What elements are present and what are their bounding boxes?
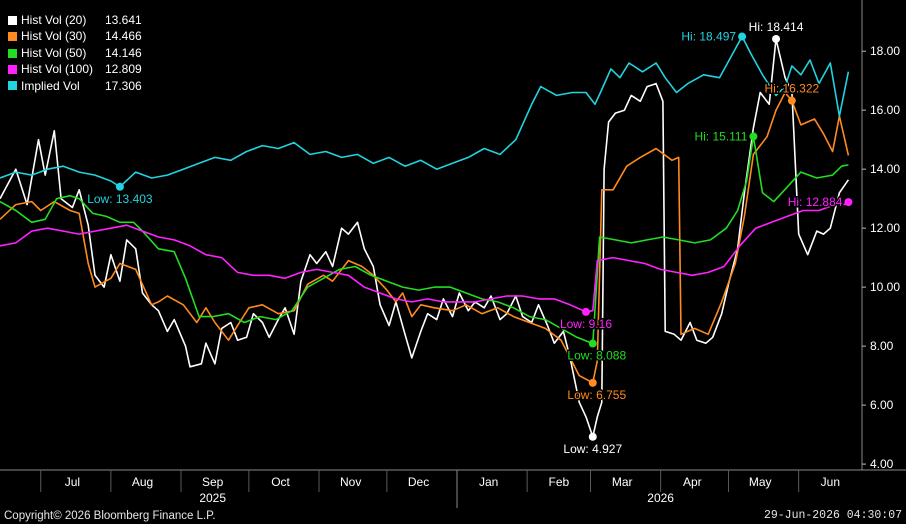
- x-tick-label: Nov: [340, 475, 361, 489]
- y-tick-label: 14.00: [870, 162, 900, 176]
- legend-swatch: [8, 64, 17, 74]
- x-tick-label: Apr: [683, 475, 702, 489]
- copyright-text: Copyright© 2026 Bloomberg Finance L.P.: [4, 510, 216, 522]
- x-tick-label: Oct: [271, 475, 290, 489]
- extreme-marker: [588, 378, 597, 387]
- legend-swatch: [8, 15, 17, 25]
- x-tick-label: May: [749, 475, 772, 489]
- series-line-implied-vol: [0, 35, 850, 188]
- extreme-marker: [787, 96, 796, 105]
- x-tick-label: Dec: [408, 475, 429, 489]
- series-line-hist-vol-20: [0, 38, 850, 438]
- x-tick-label: Mar: [612, 475, 633, 489]
- extreme-marker: [738, 32, 747, 41]
- y-tick-label: 6.00: [870, 398, 894, 412]
- legend-label: Hist Vol (30): [21, 29, 87, 44]
- y-tick-label: 12.00: [870, 221, 900, 235]
- series-line-hist-vol-30: [0, 91, 850, 384]
- legend-item: Implied Vol 17.306: [8, 78, 142, 94]
- legend-item: Hist Vol (20) 13.641: [8, 12, 142, 28]
- series-line-hist-vol-100: [0, 203, 849, 313]
- legend-value: 17.306: [105, 78, 142, 93]
- extreme-marker: [588, 432, 597, 441]
- extreme-marker: [588, 339, 597, 348]
- x-tick-label: Jul: [65, 475, 80, 489]
- extreme-label: Low: 6.755: [567, 388, 626, 402]
- extreme-marker: [581, 307, 590, 316]
- legend-value: 12.809: [105, 62, 142, 77]
- extreme-label: Hi: 15.111: [694, 129, 747, 143]
- legend-item: Hist Vol (100) 12.809: [8, 61, 142, 77]
- y-tick-label: 4.00: [870, 457, 894, 471]
- extreme-label: Hi: 18.414: [749, 20, 804, 34]
- y-tick-label: 8.00: [870, 339, 894, 353]
- x-tick-label: Aug: [132, 475, 153, 489]
- legend: Hist Vol (20) 13.641 Hist Vol (30) 14.46…: [4, 10, 148, 97]
- extreme-label: Low: 4.927: [563, 442, 622, 456]
- x-tick-label: Jan: [479, 475, 498, 489]
- legend-value: 13.641: [105, 13, 142, 27]
- x-year-label: 2026: [647, 491, 674, 505]
- legend-swatch: [8, 48, 17, 58]
- legend-swatch: [8, 81, 17, 91]
- legend-label: Implied Vol: [21, 78, 80, 93]
- extreme-marker: [772, 34, 781, 43]
- extreme-label: Low: 13.403: [87, 192, 153, 206]
- legend-label: Hist Vol (100): [21, 62, 94, 77]
- extreme-label: Hi: 12.884: [788, 195, 843, 209]
- x-tick-label: Jun: [821, 475, 840, 489]
- x-year-label: 2025: [199, 491, 226, 505]
- legend-item: Hist Vol (50) 14.146: [8, 45, 142, 61]
- legend-swatch: [8, 32, 17, 42]
- extreme-label: Hi: 16.322: [765, 82, 820, 96]
- x-tick-label: Sep: [202, 475, 224, 489]
- extreme-marker: [844, 198, 853, 207]
- legend-value: 14.146: [105, 45, 142, 60]
- extreme-label: Low: 8.088: [567, 349, 626, 363]
- extreme-marker: [749, 132, 758, 141]
- y-tick-label: 10.00: [870, 280, 900, 294]
- extreme-label: Hi: 18.497: [681, 30, 736, 44]
- legend-value: 14.466: [105, 29, 142, 44]
- extreme-marker: [115, 182, 124, 191]
- timestamp-text: 29-Jun-2026 04:30:07: [763, 509, 902, 522]
- legend-item: Hist Vol (30) 14.466: [8, 28, 142, 44]
- series-line-hist-vol-50: [0, 135, 849, 345]
- extreme-label: Low: 9.16: [560, 317, 612, 331]
- y-tick-label: 16.00: [870, 103, 900, 117]
- legend-label: Hist Vol (50): [21, 45, 87, 60]
- legend-label: Hist Vol (20): [21, 13, 87, 27]
- x-tick-label: Feb: [548, 475, 569, 489]
- y-tick-label: 18.00: [870, 44, 900, 58]
